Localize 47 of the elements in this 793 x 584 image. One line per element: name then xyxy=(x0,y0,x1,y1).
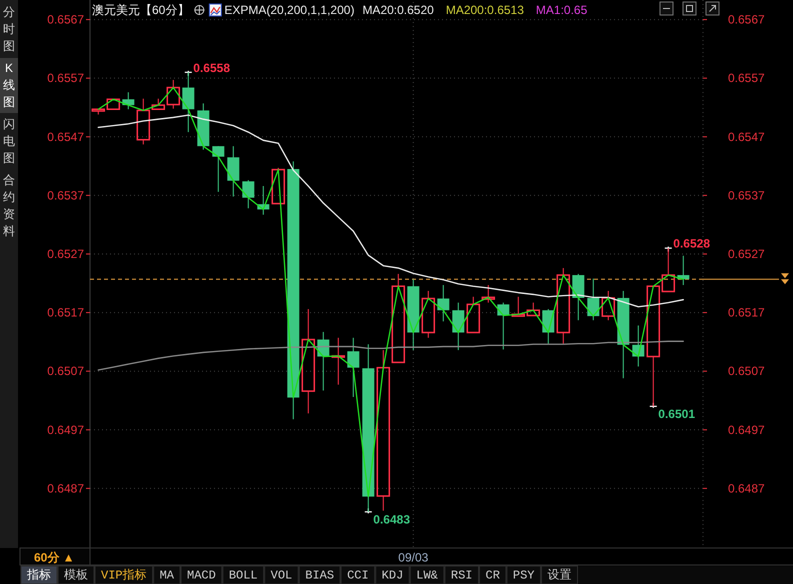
y-tick-label: 0.6557 xyxy=(47,71,84,86)
y-tick-label: 0.6527 xyxy=(47,246,84,261)
value-label: 0.6558 xyxy=(184,60,230,76)
y2-tick-label: 0.6517 xyxy=(728,306,766,320)
y2-tick-label: 0.6507 xyxy=(728,364,766,378)
y-tick-label: 0.6487 xyxy=(47,481,84,496)
period-selector: 60分 ▲ xyxy=(20,548,90,566)
annotation: MA200:0.6513 xyxy=(446,3,524,17)
indicator-tab: MACD xyxy=(180,566,222,584)
sidebar-tab: 闪电图 xyxy=(0,114,18,169)
value-label: 0.6501 xyxy=(650,402,695,422)
chart-subtitle: EXPMA(20,200,1,1,200) xyxy=(224,3,354,17)
indicator-tab: 指标 xyxy=(20,566,58,584)
indicator-tab: 设置 xyxy=(541,566,578,584)
y2-tick-label: 0.6487 xyxy=(728,481,766,496)
annotation: MA1:0.65 xyxy=(536,3,588,17)
sidebar-tab: K线图 xyxy=(0,58,18,113)
y2-tick-label: 0.6497 xyxy=(728,422,766,437)
sidebar-tab: 分时图 xyxy=(0,2,18,57)
indicator-tab: MA xyxy=(153,566,181,584)
chart-title: 澳元美元【60分】 xyxy=(92,3,190,17)
annotation: MA20:0.6520 xyxy=(362,3,434,17)
sidebar-tab: 合约资料 xyxy=(0,170,18,242)
x-tick-label: 09/03 xyxy=(398,550,429,564)
y2-tick-label: 0.6567 xyxy=(728,12,766,27)
indicator-tab: RSI xyxy=(444,566,479,584)
indicator-tab: KDJ xyxy=(375,566,410,584)
indicator-tab: VOL xyxy=(264,566,299,584)
y-tick-label: 0.6537 xyxy=(47,188,84,202)
value-label: 0.6528 xyxy=(664,236,710,252)
indicator-tab: LW& xyxy=(410,566,444,584)
indicator-tab: PSY xyxy=(506,566,542,584)
y-tick-label: 0.6507 xyxy=(47,364,84,378)
indicator-tab: BOLL xyxy=(222,566,264,584)
indicator-tab: CR xyxy=(479,566,506,584)
y2-tick-label: 0.6527 xyxy=(728,246,766,261)
indicator-tab: CCI xyxy=(340,566,376,584)
y-tick-label: 0.6547 xyxy=(47,130,84,144)
value-label: 0.6483 xyxy=(364,508,410,527)
y-tick-label: 0.6517 xyxy=(47,306,84,320)
y2-tick-label: 0.6537 xyxy=(728,188,766,202)
y-tick-label: 0.6567 xyxy=(47,12,84,27)
y-tick-label: 0.6497 xyxy=(47,422,84,437)
indicator-tab: 模板 xyxy=(58,566,94,584)
y2-tick-label: 0.6557 xyxy=(728,71,766,86)
indicator-tab: BIAS xyxy=(298,566,341,584)
y2-tick-label: 0.6547 xyxy=(728,130,766,144)
